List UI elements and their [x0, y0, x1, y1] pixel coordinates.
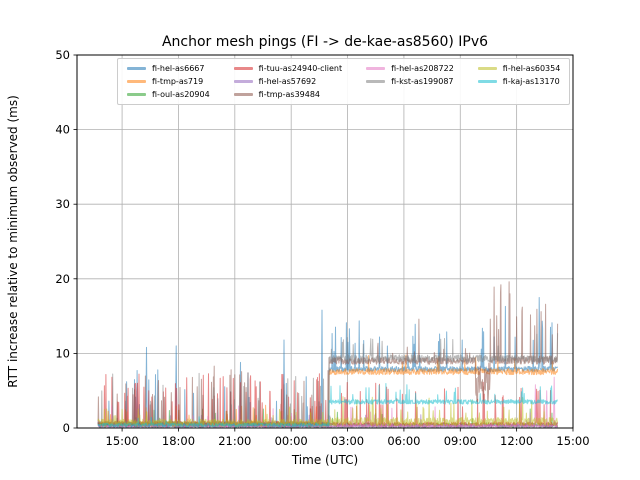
axes: 15:00 18:00 21:00 00:00 03:00 06:00 09:00 12:00…: [55, 48, 589, 448]
legend-item: fi-hel-as60354: [477, 63, 561, 73]
series-line-fi-kaj-as13170: [97, 383, 558, 428]
plot-border: [76, 54, 574, 429]
y-tick-label: 10: [55, 346, 70, 360]
legend-item: fi-kst-as199087: [366, 76, 454, 86]
legend-item: fi-kaj-as13170: [477, 76, 561, 86]
chart-title: Anchor mesh pings (FI -> de-kae-as8560) …: [162, 34, 488, 50]
legend-item: fi-hel-as57692: [233, 76, 342, 86]
legend-swatch: [127, 93, 146, 96]
legend-label: fi-oul-as20904: [152, 89, 210, 99]
legend-item: fi-tmp-as719: [127, 76, 210, 86]
legend-label: fi-hel-as60354: [502, 63, 561, 73]
y-tick-label: 0: [63, 421, 70, 435]
legend-swatch: [233, 67, 253, 70]
legend-item: fi-tuu-as24940-client: [233, 63, 343, 73]
legend-item: fi-hel-as208722: [366, 63, 454, 73]
series-line-fi-tmp-as39484: [97, 281, 559, 428]
legend-label: fi-tuu-as24940-client: [258, 63, 343, 73]
x-tick-label: 03:00: [331, 434, 364, 448]
x-tick-label: 15:00: [106, 434, 139, 448]
legend-label: fi-kst-as199087: [391, 76, 454, 86]
series-group: [97, 281, 559, 428]
x-tick-label: 12:00: [500, 434, 533, 448]
x-tick-label: 06:00: [387, 434, 420, 448]
series-line-fi-hel-as60354: [97, 396, 559, 427]
y-axis-label: RTT increase relative to minimum observe…: [6, 95, 20, 388]
legend-swatch: [127, 67, 146, 70]
legend-label: fi-kaj-as13170: [502, 76, 560, 86]
legend-swatch: [477, 67, 497, 70]
x-tick-label: 18:00: [162, 434, 195, 448]
x-tick-label: 15:00: [556, 434, 589, 448]
legend-item: fi-oul-as20904: [127, 89, 210, 99]
x-tick-label: 21:00: [218, 434, 251, 448]
legend-item: fi-hel-as6667: [127, 63, 210, 73]
legend-swatch: [233, 93, 253, 96]
y-tick-label: 40: [55, 123, 70, 137]
legend-swatch: [477, 80, 497, 83]
legend-label: fi-tmp-as39484: [258, 89, 321, 99]
x-tick-label: 09:00: [444, 434, 477, 448]
legend-label: fi-hel-as208722: [391, 63, 454, 73]
legend-swatch: [366, 67, 386, 70]
x-tick-label: 00:00: [275, 434, 308, 448]
y-tick-label: 50: [55, 48, 70, 62]
legend-label: fi-hel-as57692: [258, 76, 317, 86]
legend-swatch: [127, 80, 146, 83]
legend-swatch: [233, 80, 253, 83]
legend-swatch: [366, 80, 386, 83]
y-tick-label: 30: [55, 197, 70, 211]
legend-label: fi-hel-as6667: [152, 63, 205, 73]
legend: fi-hel-as6667 fi-tmp-as719 fi-oul-as20904 f…: [117, 58, 571, 105]
legend-item: fi-tmp-as39484: [233, 89, 342, 99]
x-axis-label: Time (UTC): [291, 453, 358, 467]
legend-label: fi-tmp-as719: [152, 76, 204, 86]
y-tick-label: 20: [55, 272, 70, 286]
